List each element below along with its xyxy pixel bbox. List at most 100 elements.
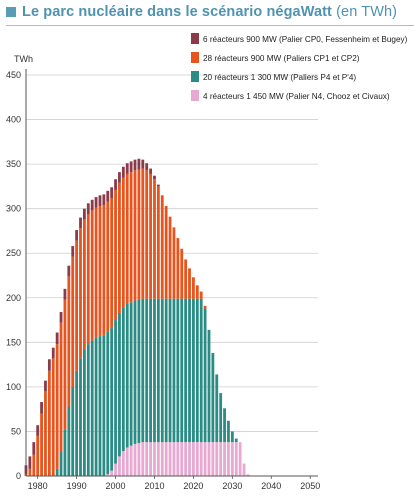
bar-1978-series-2	[28, 468, 32, 476]
bar-2012-series-2	[160, 195, 164, 299]
bar-2017-series-0	[180, 442, 184, 476]
x-tick-label: 2020	[183, 481, 203, 491]
bar-1995-series-2	[94, 207, 98, 338]
bar-2028-series-0	[223, 442, 226, 476]
bar-2002-series-3	[121, 166, 125, 178]
bar-2004-series-3	[129, 161, 133, 173]
bar-2015-series-0	[172, 442, 176, 476]
bar-2009-series-0	[149, 442, 152, 476]
bar-2023-series-1	[203, 308, 207, 443]
bar-2029-series-1	[227, 420, 230, 443]
bar-1996-series-1	[98, 336, 102, 476]
title-rule	[6, 25, 414, 26]
bar-1985-series-1	[55, 468, 59, 476]
bar-2024-series-1	[207, 329, 211, 443]
bar-1980-series-3	[36, 425, 40, 436]
bar-2003-series-0	[125, 447, 129, 476]
bar-1978-series-3	[28, 456, 32, 469]
bar-2001-series-3	[118, 172, 121, 183]
bar-1986-series-1	[59, 451, 63, 476]
bar-2008-series-1	[145, 298, 149, 443]
bar-1992-series-3	[83, 208, 86, 220]
bar-2023-series-0	[203, 442, 207, 476]
bar-2003-series-2	[125, 173, 129, 305]
bar-2011-series-2	[156, 186, 160, 299]
y-tick-label: 250	[6, 248, 21, 258]
bar-2008-series-3	[145, 163, 149, 171]
bar-1993-series-3	[86, 203, 90, 215]
bar-2009-series-3	[149, 168, 152, 174]
bar-2012-series-1	[160, 298, 164, 443]
title-bullet	[6, 7, 16, 17]
bar-2022-series-1	[199, 298, 203, 443]
bar-2026-series-1	[215, 374, 219, 443]
chart-title: Le parc nucléaire dans le scénario négaW…	[22, 4, 397, 20]
bar-1997-series-2	[102, 205, 106, 336]
bar-1986-series-2	[59, 322, 63, 452]
bar-1994-series-1	[90, 340, 94, 476]
bar-1988-series-2	[67, 276, 71, 407]
bar-2019-series-1	[188, 298, 191, 443]
bar-2021-series-2	[195, 285, 199, 299]
legend-label-2: 28 réacteurs 900 MW (Paliers CP1 et CP2)	[203, 54, 360, 63]
bar-2010-series-1	[153, 298, 156, 443]
bar-2019-series-2	[188, 268, 191, 299]
bar-2004-series-0	[129, 445, 133, 476]
bar-2013-series-0	[164, 442, 168, 476]
bar-1983-series-3	[47, 359, 51, 371]
bar-2014-series-2	[168, 216, 172, 299]
bar-1986-series-3	[59, 312, 63, 323]
bar-2012-series-0	[160, 442, 164, 476]
bar-2014-series-1	[168, 298, 172, 443]
bar-1980-series-2	[36, 435, 40, 476]
bar-2023-series-2	[203, 305, 207, 309]
bar-1981-series-3	[40, 402, 43, 414]
bar-2005-series-3	[133, 159, 137, 171]
bar-1998-series-3	[106, 190, 110, 202]
bar-2025-series-1	[211, 353, 215, 443]
bar-1990-series-1	[75, 370, 79, 476]
bar-2007-series-0	[141, 442, 145, 476]
bar-1985-series-2	[55, 344, 59, 469]
bar-2000-series-0	[114, 463, 117, 476]
x-tick-label: 2030	[222, 481, 242, 491]
y-tick-label: 350	[6, 159, 21, 169]
bar-2024-series-0	[207, 442, 211, 476]
bar-2001-series-0	[118, 456, 121, 476]
x-tick-label: 1980	[28, 481, 48, 491]
bar-2006-series-3	[137, 158, 141, 170]
bar-2026-series-0	[215, 442, 219, 476]
bar-1992-series-2	[83, 219, 86, 350]
bar-2001-series-1	[118, 312, 121, 457]
bar-1998-series-2	[106, 201, 110, 332]
bar-2007-series-1	[141, 298, 145, 443]
bar-2000-series-1	[114, 320, 117, 464]
bar-2010-series-3	[153, 175, 156, 180]
bar-2006-series-2	[137, 169, 141, 300]
bar-1991-series-1	[79, 358, 82, 476]
bar-1988-series-3	[67, 265, 71, 277]
bar-1989-series-3	[71, 246, 75, 257]
chart-header: Le parc nucléaire dans le scénario négaW…	[6, 4, 416, 22]
bar-2022-series-2	[199, 291, 203, 299]
y-tick-label: 200	[6, 293, 21, 303]
bar-2020-series-2	[192, 277, 195, 299]
bar-2009-series-2	[149, 173, 152, 299]
bar-1981-series-2	[40, 413, 43, 476]
bar-1999-series-0	[110, 470, 114, 476]
bar-1987-series-2	[63, 299, 67, 430]
legend-swatch-3	[191, 33, 199, 44]
bar-2007-series-2	[141, 168, 145, 299]
y-tick-label: 0	[16, 471, 21, 481]
bar-1995-series-1	[94, 337, 98, 476]
nuclear-production-chart: TWh 0 50 100 150 200 250 300 350 400 450 1980 1990…	[6, 33, 408, 491]
y-tick-label: 450	[6, 70, 21, 80]
chart-title-unit: (en TWh)	[336, 4, 398, 20]
bar-2004-series-1	[129, 302, 133, 446]
bar-2021-series-0	[195, 442, 199, 476]
bar-2021-series-1	[195, 298, 199, 443]
bar-2018-series-0	[184, 442, 188, 476]
bar-2018-series-2	[184, 259, 188, 299]
bar-2016-series-1	[176, 298, 180, 443]
bar-1993-series-1	[86, 344, 90, 476]
